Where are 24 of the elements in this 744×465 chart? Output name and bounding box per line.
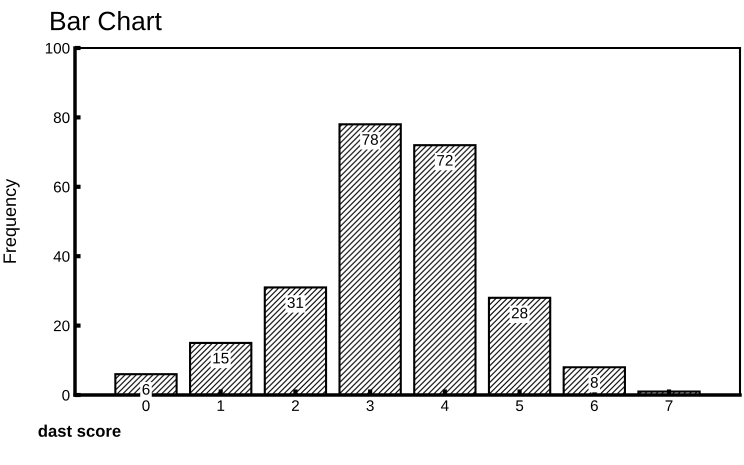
x-tick-label: 2 bbox=[292, 400, 299, 411]
chart-title: Bar Chart bbox=[51, 10, 162, 30]
data-label: 8 bbox=[590, 377, 598, 388]
x-tick-label: 6 bbox=[590, 400, 598, 412]
x-tick-label: 5 bbox=[516, 400, 524, 412]
y-axis-title: Frequency bbox=[3, 178, 20, 263]
y-tick-label: 0 bbox=[62, 390, 70, 401]
x-tick-label: 3 bbox=[366, 400, 374, 412]
y-tick-label: 60 bbox=[54, 182, 70, 192]
data-label: 6 bbox=[142, 384, 150, 395]
y-tick-label: 40 bbox=[54, 251, 70, 262]
x-tick-label: 7 bbox=[666, 400, 672, 411]
data-label: 72 bbox=[437, 154, 453, 166]
y-tick-label: 80 bbox=[54, 112, 70, 124]
x-tick-label: 1 bbox=[218, 400, 224, 411]
x-tick-label: 0 bbox=[142, 400, 150, 412]
y-tick-label: 100 bbox=[46, 42, 70, 54]
data-label: 28 bbox=[512, 308, 528, 318]
x-axis-title: dast score bbox=[38, 424, 121, 437]
data-label: 78 bbox=[362, 134, 378, 145]
y-tick-label: 20 bbox=[54, 320, 70, 332]
data-label: 31 bbox=[288, 297, 304, 308]
data-label: 15 bbox=[213, 352, 229, 364]
x-tick-label: 4 bbox=[440, 400, 449, 411]
